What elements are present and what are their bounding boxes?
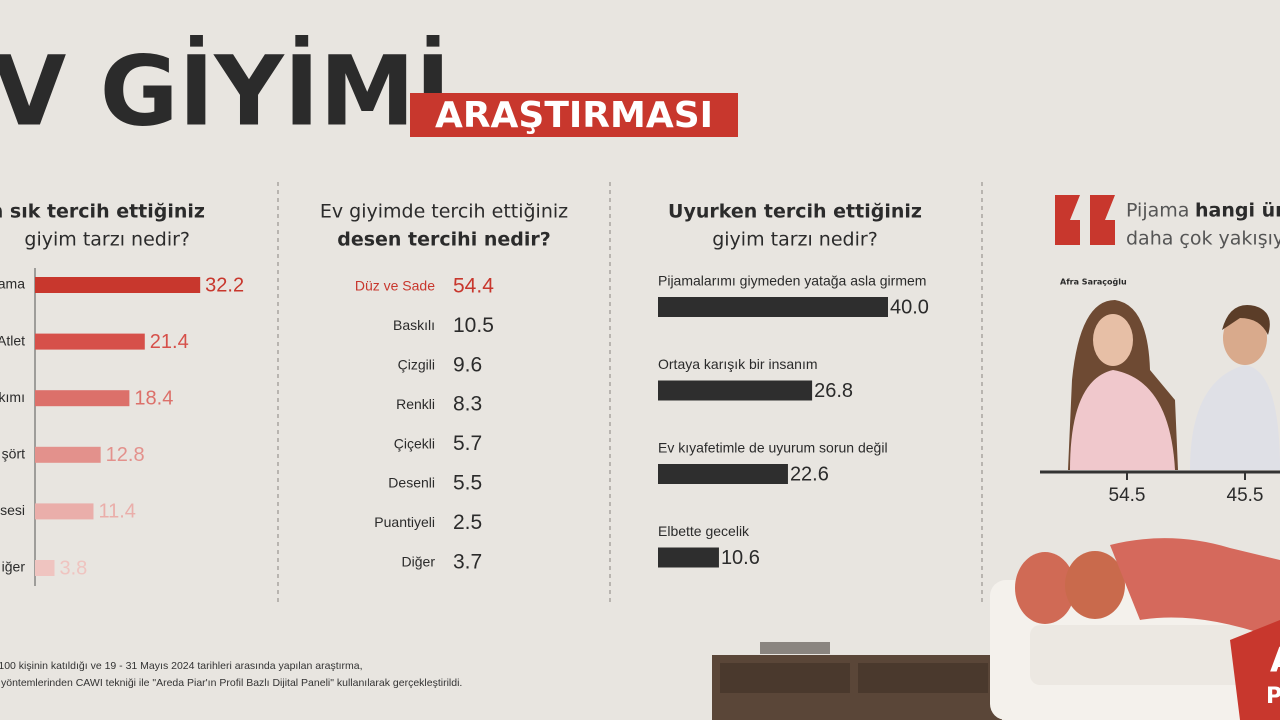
books [760,642,830,654]
value-label: 40.0 [890,296,929,318]
value-label: 2.5 [453,511,482,534]
value-label: 9.6 [453,353,482,376]
value-label: 26.8 [814,380,853,402]
bar [35,503,94,520]
category-label: Ortaya karışık bir insanım [658,356,818,372]
value-label: 10.5 [453,314,494,337]
value-label: 32.2 [205,274,244,296]
chart-title: Pijama [1126,200,1189,222]
bar [658,547,719,568]
dividers [277,182,983,605]
value-label: 54.4 [453,275,494,298]
category-label: Atlet [0,332,25,348]
category-label: kımı [0,389,25,405]
chart-subtitle: desen tercihi nedir? [337,229,551,251]
badge [410,93,738,137]
chart-subtitle: giyim tarzı nedir? [712,229,878,251]
people-photo [1068,300,1280,470]
table-decor [712,642,1002,720]
category-label: Desenli [388,475,435,491]
category-label: iğer [2,559,26,575]
pillow [1015,552,1075,624]
sofa-decor [990,538,1280,720]
footnote: rma yöntemlerinden CAWI tekniği ile "Are… [0,677,462,689]
chart-title: Uyurken tercih ettiğiniz [668,201,922,223]
bar [35,390,130,407]
badge-text: ARAŞTIRMASI [435,95,713,136]
category-label: Diğer [402,554,436,570]
category-label: ama [0,276,25,292]
value-label: 3.8 [59,557,87,579]
value-label: 54.5 [1109,485,1146,506]
category-label: Elbette gecelik [658,523,750,539]
value-label: 18.4 [134,387,173,409]
bar [35,333,145,350]
bar [35,446,101,463]
category-label: Pijamalarımı giymeden yatağa asla girmem [658,273,926,289]
person-pajama [1070,370,1175,470]
value-label: 21.4 [150,331,189,353]
bar [35,560,55,576]
main-title: V GİYİMİ [0,34,451,147]
chart-title: Ev giyimde tercih ettiğiniz [320,201,568,223]
category-label: Baskılı [393,317,435,333]
value-label: 45.5 [1227,485,1264,506]
value-label: 3.7 [453,550,482,573]
category-label: Ev kıyafetimle de uyurum sorun değil [658,440,888,456]
blanket [1110,538,1280,640]
value-label: 5.5 [453,472,482,495]
person-pajama [1190,365,1280,470]
chart-subtitle: daha çok yakışıy [1126,228,1280,250]
footnote: de 1.100 kişinin katıldığı ve 19 - 31 Ma… [0,660,363,672]
logo-bg [1230,620,1280,720]
chart-title: en sık tercih ettiğiniz [0,201,205,223]
chart-subtitle: giyim tarzı nedir? [24,229,190,251]
drawer [720,663,850,693]
bar [35,277,201,293]
person-name: Afra Saraçoğlu [1060,278,1127,287]
category-label: şört [2,446,25,462]
value-label: 11.4 [98,501,135,523]
category-label: Çizgili [398,357,435,373]
person-face [1223,311,1267,365]
category-label: sesi [0,502,25,518]
person-hair [1222,305,1270,335]
value-label: 5.7 [453,432,482,455]
logo: Are [1270,641,1280,681]
category-label: Puantiyeli [374,514,435,530]
bar [658,464,788,484]
bar [658,297,888,317]
drawer [858,663,988,693]
category-label: Çiçekli [394,435,435,451]
category-label: Düz ve Sade [355,278,435,294]
pillow [1065,551,1125,619]
person-face [1093,314,1133,366]
value-label: 22.6 [790,463,829,485]
sofa-seat [1030,625,1280,685]
quote-mark [1055,195,1115,245]
category-label: Renkli [396,396,435,412]
chart-title-bold: hangi ünl [1195,200,1280,222]
value-label: 12.8 [106,444,145,466]
value-label: 10.6 [721,547,760,569]
logo-sub: P [1266,684,1280,709]
bar [658,380,813,401]
value-label: 8.3 [453,393,482,416]
